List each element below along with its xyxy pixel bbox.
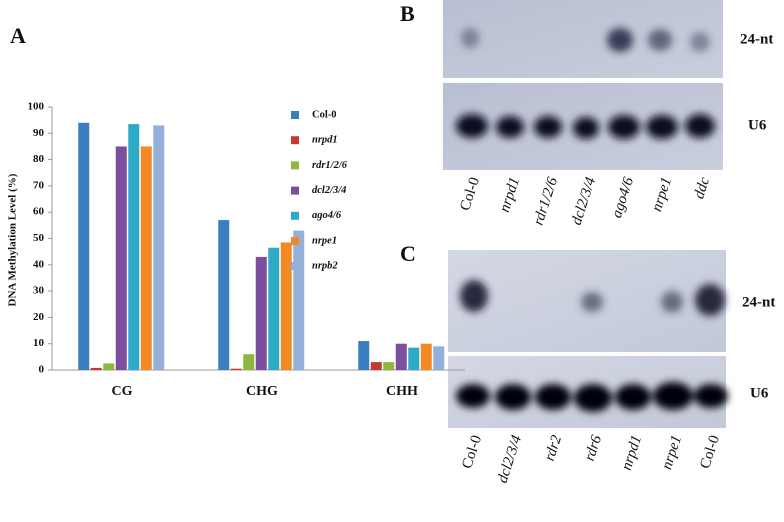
band — [695, 284, 725, 316]
bar — [383, 362, 395, 370]
y-tick-label: 50 — [33, 232, 45, 244]
bar — [115, 146, 127, 370]
legend-swatch — [291, 161, 299, 170]
lane-label: ddc — [691, 175, 713, 201]
panel-label: A — [10, 23, 26, 48]
bar — [395, 343, 407, 370]
legend-label: nrpd1 — [312, 135, 338, 146]
y-tick-label: 0 — [39, 364, 45, 376]
band — [574, 384, 612, 412]
band — [496, 116, 524, 138]
bar — [255, 256, 267, 370]
lane-label: rdr1/2/6 — [531, 175, 562, 227]
bar — [280, 242, 292, 370]
y-tick-label: 80 — [33, 153, 45, 165]
legend-swatch — [291, 237, 299, 245]
band — [535, 384, 571, 410]
legend-label: nrpe1 — [312, 235, 337, 246]
legend-swatch — [291, 136, 299, 145]
lane-label: Col-0 — [697, 433, 723, 470]
bar — [230, 368, 242, 370]
band — [690, 32, 710, 52]
band — [653, 382, 693, 410]
bar — [103, 363, 115, 370]
panel-label: C — [400, 241, 416, 266]
y-tick-label: 100 — [28, 101, 45, 113]
band — [573, 117, 599, 139]
legend-swatch — [291, 186, 299, 195]
bar — [268, 247, 280, 370]
band — [615, 384, 651, 410]
bar — [370, 362, 382, 370]
bands — [456, 28, 715, 139]
row-label: 24-nt — [742, 294, 775, 310]
x-tick-label: CHH — [386, 384, 418, 399]
bar — [153, 125, 165, 370]
lane-label: nrpe1 — [659, 433, 685, 471]
band — [581, 292, 603, 312]
band — [607, 28, 633, 52]
legend-label: nrpb2 — [312, 261, 338, 272]
bar — [243, 354, 255, 370]
bar — [408, 347, 420, 370]
x-tick-label: CHG — [246, 384, 278, 399]
band — [460, 280, 488, 312]
legend-swatch — [291, 211, 299, 220]
x-tick-label: CG — [112, 384, 133, 399]
y-tick-label: 90 — [33, 127, 45, 139]
bar — [293, 230, 305, 370]
lane-label: rdr2 — [542, 433, 565, 463]
legend-swatch — [291, 262, 299, 271]
y-tick-label: 40 — [33, 258, 45, 270]
legend-label: Col-0 — [312, 109, 337, 120]
band — [648, 29, 672, 51]
bands — [456, 280, 728, 412]
bar — [358, 341, 370, 370]
band — [646, 115, 678, 139]
bar — [140, 146, 152, 370]
row-label: 24-nt — [740, 31, 773, 47]
bar — [433, 346, 445, 370]
lane-label: dcl2/3/4 — [569, 175, 600, 227]
legend-label: dcl2/3/4 — [312, 185, 346, 196]
lane-label: nrpe1 — [649, 175, 675, 213]
blot — [443, 0, 723, 78]
band — [495, 384, 531, 410]
band — [694, 384, 728, 408]
y-tick-label: 70 — [33, 179, 45, 191]
y-axis-title: DNA Methylation Level (%) — [7, 173, 19, 306]
y-tick-label: 30 — [33, 285, 45, 297]
legend-label: rdr1/2/6 — [312, 160, 348, 171]
bar — [128, 124, 140, 370]
y-tick-label: 20 — [33, 311, 45, 323]
legend-label: ago4/6 — [312, 210, 342, 221]
band — [661, 291, 683, 313]
bar — [218, 220, 230, 370]
legend-swatch — [291, 111, 299, 119]
band — [608, 115, 640, 139]
y-tick-label: 10 — [33, 337, 45, 349]
lane-label: Col-0 — [459, 433, 485, 470]
band — [456, 384, 490, 408]
row-label: U6 — [748, 117, 767, 133]
band — [685, 114, 715, 138]
bar — [90, 367, 102, 370]
lane-label: Col-0 — [457, 175, 483, 212]
band — [456, 114, 488, 138]
y-tick-label: 60 — [33, 206, 45, 218]
band — [534, 116, 562, 138]
lane-label: rdr6 — [582, 433, 605, 463]
band — [461, 28, 479, 48]
lane-label: nrpd1 — [619, 433, 645, 472]
bar — [420, 343, 432, 370]
lane-label: nrpd1 — [497, 175, 523, 214]
bar — [78, 122, 90, 370]
lane-label: ago4/6 — [609, 175, 637, 220]
row-label: U6 — [750, 385, 769, 401]
panel-label: B — [400, 1, 415, 26]
lane-label: dcl2/3/4 — [495, 433, 526, 485]
